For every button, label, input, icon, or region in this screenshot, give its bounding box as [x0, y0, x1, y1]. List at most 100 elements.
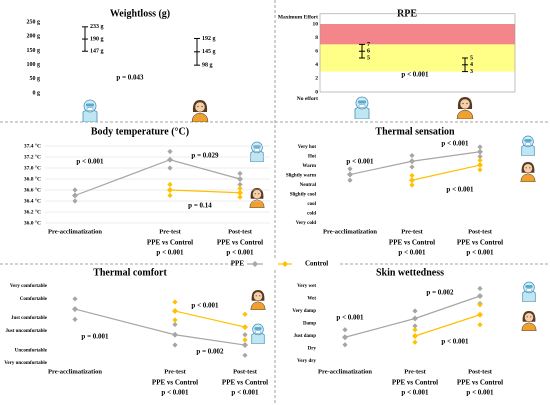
point: [477, 162, 483, 169]
y-tick-label: Very comfortable: [10, 284, 48, 289]
comparison-p: p < 0.001: [466, 389, 494, 397]
annotation: p < 0.001: [336, 314, 364, 322]
annotation: p < 0.001: [441, 338, 469, 346]
y-tick-label: Damp: [303, 322, 316, 327]
ppe-icon: [250, 141, 264, 162]
error-marker: [477, 167, 483, 173]
annotation: p = 0.002: [196, 348, 224, 356]
error-marker: [72, 316, 78, 322]
comparison-label: PPE vs Control: [217, 239, 263, 247]
y-tick-label: cold: [307, 212, 316, 217]
y-tick-label: Very hot: [298, 145, 317, 150]
error-marker: [242, 337, 248, 343]
error-marker: [412, 308, 418, 314]
ppe-icon: [522, 281, 536, 302]
point: [409, 177, 415, 184]
y-tick-label: 150 g: [27, 48, 41, 54]
chart-title: Skin wettedness: [376, 267, 444, 278]
error-marker: [477, 153, 483, 160]
x-tick-label: Post-test: [233, 368, 258, 375]
comparison-label: PPE vs Control: [152, 379, 198, 387]
legend-marker: [252, 261, 258, 267]
error-marker: [342, 342, 348, 348]
x-tick-label: Post-test: [468, 228, 493, 235]
comparison-label: PPE vs Control: [147, 239, 193, 247]
data-label: 5: [367, 55, 370, 61]
y-tick-label: Dry: [308, 347, 317, 352]
annotation: p = 0.002: [426, 289, 454, 297]
error-marker: [172, 317, 178, 323]
error-marker: [242, 332, 248, 338]
x-tick-label: Pre-test: [404, 368, 426, 375]
point: [237, 189, 243, 196]
data-label: 233 g: [90, 24, 104, 30]
annotation: p = 0.14: [188, 202, 212, 210]
plot-frame: [319, 13, 516, 93]
error-marker: [72, 198, 78, 204]
comparison-p: p < 0.001: [161, 389, 189, 397]
error-marker: [242, 311, 248, 317]
error-marker: [167, 192, 173, 199]
y-tick-label: Just damp: [294, 334, 317, 339]
comparison-label: PPE vs Control: [222, 379, 268, 387]
series-line: [169, 189, 241, 194]
y-tick-label: 36.2 °C: [24, 208, 41, 215]
data-label: 4: [470, 62, 473, 68]
data-label: 190 g: [90, 36, 104, 42]
ppe-icon: [354, 96, 370, 119]
ppe-icon: [82, 99, 98, 122]
y-tick-label: 0 g: [33, 90, 41, 96]
y-tick-label: 8: [315, 35, 318, 41]
error-marker: [237, 170, 243, 177]
point: [72, 306, 78, 313]
y-tick-label: Very cold: [296, 221, 316, 226]
comparison-p: p < 0.001: [156, 249, 184, 257]
point: [167, 156, 173, 163]
annotation: p = 0.043: [116, 74, 144, 82]
y-tick-label: 36.4 °C: [24, 197, 41, 204]
legend-marker: [282, 261, 288, 267]
chart-title: Thermal sensation: [375, 126, 455, 137]
point: [477, 293, 483, 299]
data-label: 3: [470, 69, 473, 75]
y-tick-label: 4: [315, 62, 318, 68]
error-marker: [167, 148, 173, 155]
point: [477, 311, 483, 318]
y-tick-label: Very dry: [297, 359, 316, 364]
annotation: p < 0.001: [191, 302, 219, 310]
series-line: [174, 310, 246, 328]
point: [172, 308, 178, 315]
y-tick-label: 37.2 °C: [24, 153, 41, 160]
error-marker: [237, 185, 243, 191]
data-label: 7: [367, 42, 370, 48]
x-tick-label: Pre-test: [159, 228, 181, 235]
comparison-p: p < 0.001: [401, 389, 429, 397]
band: [320, 44, 515, 72]
point: [342, 334, 348, 341]
x-tick-label: Pre-test: [401, 228, 423, 235]
error-marker: [172, 321, 178, 328]
series-line: [411, 164, 481, 181]
error-marker: [242, 352, 248, 358]
error-marker: [412, 327, 418, 333]
point: [412, 315, 418, 322]
error-marker: [477, 144, 483, 150]
data-label: 192 g: [202, 36, 216, 42]
chart-title: Body temperature (°C): [91, 126, 189, 137]
error-marker: [477, 285, 483, 292]
control-icon: [250, 289, 266, 310]
y-tick-label: 37.4 °C: [24, 142, 41, 149]
error-marker: [72, 296, 78, 302]
x-tick-label: Post-test: [468, 368, 493, 375]
point: [477, 148, 483, 155]
y-tick-label: Slightly cool: [290, 193, 317, 198]
series-line: [344, 295, 481, 338]
y-tick-label: 10: [313, 21, 319, 27]
annotation: p = 0.029: [191, 152, 219, 160]
point: [412, 333, 418, 339]
data-label: 147 g: [90, 49, 104, 55]
error-marker: [237, 194, 243, 200]
point: [167, 187, 173, 193]
y-tick-label: Very damp: [292, 309, 316, 314]
